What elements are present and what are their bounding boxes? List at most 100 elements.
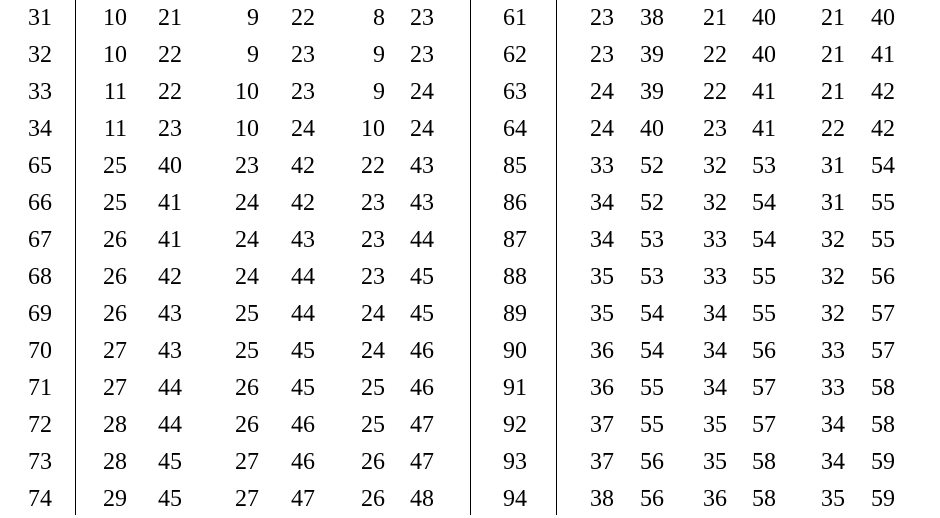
table-cell: 23 [361, 190, 385, 216]
table-cell: 11 [103, 79, 127, 105]
n-value-cell: 69 [28, 301, 52, 327]
table-cell: 58 [752, 449, 776, 475]
n-value-cell: 63 [503, 79, 527, 105]
table-cell: 57 [752, 375, 776, 401]
table-cell: 25 [361, 412, 385, 438]
table-cell: 26 [103, 264, 127, 290]
table-cell: 54 [640, 301, 664, 327]
table-cell: 34 [703, 338, 727, 364]
table-row: 73 28 45 27 46 26 47 93 37 56 35 58 34 59 [0, 444, 940, 481]
table-cell: 53 [752, 153, 776, 179]
n-value-cell: 92 [503, 412, 527, 438]
table-cell: 34 [590, 227, 614, 253]
table-cell: 33 [590, 153, 614, 179]
table-cell: 42 [871, 79, 895, 105]
table-cell: 31 [821, 190, 845, 216]
table-row: 31 10 21 9 22 8 23 61 23 38 21 40 21 40 [0, 0, 940, 37]
table-cell: 58 [752, 486, 776, 512]
table-cell: 31 [821, 153, 845, 179]
table-cell: 27 [235, 449, 259, 475]
table-cell: 21 [703, 5, 727, 31]
table-cell: 54 [640, 338, 664, 364]
table-cell: 24 [361, 301, 385, 327]
table-cell: 25 [361, 375, 385, 401]
table-cell: 39 [640, 79, 664, 105]
table-cell: 40 [752, 5, 776, 31]
table-cell: 24 [410, 116, 434, 142]
table-cell: 33 [703, 227, 727, 253]
table-cell: 44 [291, 264, 315, 290]
table-cell: 53 [640, 264, 664, 290]
table-cell: 56 [640, 449, 664, 475]
table-row: 32 10 22 9 23 9 23 62 23 39 22 40 21 41 [0, 37, 940, 74]
table-cell: 23 [361, 227, 385, 253]
table-cell: 40 [871, 5, 895, 31]
table-row: 70 27 43 25 45 24 46 90 36 54 34 56 33 57 [0, 333, 940, 370]
table-cell: 46 [410, 375, 434, 401]
table-cell: 26 [103, 301, 127, 327]
table-cell: 40 [640, 116, 664, 142]
table-row: 33 11 22 10 23 9 24 63 24 39 22 41 21 42 [0, 74, 940, 111]
n-value-cell: 94 [503, 486, 527, 512]
table-cell: 38 [640, 5, 664, 31]
table-cell: 37 [590, 412, 614, 438]
n-value-cell: 71 [28, 375, 52, 401]
table-cell: 47 [410, 449, 434, 475]
table-row: 65 25 40 23 42 22 43 85 33 52 32 53 31 54 [0, 148, 940, 185]
table-cell: 26 [235, 412, 259, 438]
table-cell: 45 [291, 375, 315, 401]
table-cell: 29 [103, 486, 127, 512]
column-divider [556, 0, 557, 515]
table-cell: 43 [410, 190, 434, 216]
table-cell: 47 [410, 412, 434, 438]
n-value-cell: 61 [503, 5, 527, 31]
table-cell: 55 [640, 375, 664, 401]
table-row: 71 27 44 26 45 25 46 91 36 55 34 57 33 58 [0, 370, 940, 407]
table-cell: 27 [103, 338, 127, 364]
table-cell: 34 [590, 190, 614, 216]
table-row: 74 29 45 27 47 26 48 94 38 56 36 58 35 59 [0, 481, 940, 518]
table-cell: 45 [291, 338, 315, 364]
table-cell: 47 [291, 486, 315, 512]
table-cell: 41 [158, 227, 182, 253]
table-cell: 41 [752, 116, 776, 142]
table-cell: 44 [158, 375, 182, 401]
n-value-cell: 90 [503, 338, 527, 364]
table-cell: 44 [158, 412, 182, 438]
table-cell: 55 [752, 301, 776, 327]
table-cell: 23 [590, 42, 614, 68]
table-cell: 26 [235, 375, 259, 401]
table-cell: 23 [410, 42, 434, 68]
table-cell: 22 [821, 116, 845, 142]
table-cell: 52 [640, 190, 664, 216]
n-value-cell: 68 [28, 264, 52, 290]
table-cell: 24 [590, 116, 614, 142]
table-cell: 45 [410, 301, 434, 327]
table-cell: 52 [640, 153, 664, 179]
table-cell: 9 [373, 79, 385, 105]
table-cell: 46 [291, 412, 315, 438]
table-cell: 35 [590, 264, 614, 290]
table-cell: 42 [158, 264, 182, 290]
table-cell: 55 [871, 227, 895, 253]
table-cell: 26 [361, 486, 385, 512]
table-cell: 25 [103, 153, 127, 179]
table-cell: 35 [703, 449, 727, 475]
table-cell: 34 [703, 375, 727, 401]
table-cell: 56 [752, 338, 776, 364]
table-cell: 21 [158, 5, 182, 31]
table-cell: 25 [235, 301, 259, 327]
n-value-cell: 34 [28, 116, 52, 142]
table-cell: 41 [752, 79, 776, 105]
table-cell: 58 [871, 375, 895, 401]
table-cell: 11 [103, 116, 127, 142]
table-cell: 23 [361, 264, 385, 290]
n-value-cell: 70 [28, 338, 52, 364]
table-row: 72 28 44 26 46 25 47 92 37 55 35 57 34 58 [0, 407, 940, 444]
table-cell: 59 [871, 449, 895, 475]
table-cell: 23 [291, 79, 315, 105]
table-cell: 41 [158, 190, 182, 216]
table-cell: 40 [752, 42, 776, 68]
column-divider [75, 0, 76, 515]
